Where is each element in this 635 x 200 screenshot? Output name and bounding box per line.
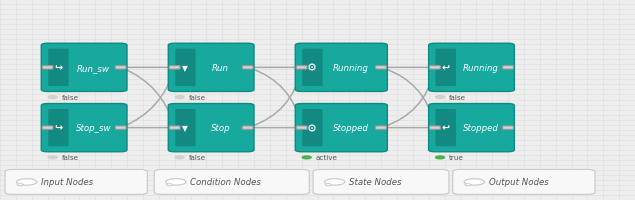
FancyBboxPatch shape (41, 104, 127, 152)
Text: Run_sw: Run_sw (77, 64, 110, 72)
Circle shape (175, 96, 184, 99)
FancyBboxPatch shape (168, 44, 254, 92)
Text: ↪: ↪ (55, 123, 62, 133)
FancyBboxPatch shape (453, 170, 595, 194)
FancyBboxPatch shape (436, 109, 456, 147)
FancyBboxPatch shape (295, 104, 387, 152)
Text: active: active (316, 155, 338, 161)
Text: false: false (62, 95, 79, 101)
FancyBboxPatch shape (42, 126, 53, 130)
Text: Run: Run (212, 64, 229, 72)
FancyBboxPatch shape (116, 66, 126, 70)
Circle shape (436, 156, 444, 159)
Text: ▼: ▼ (182, 64, 189, 72)
Text: false: false (62, 155, 79, 161)
Circle shape (436, 96, 444, 99)
Circle shape (166, 184, 173, 186)
Circle shape (324, 179, 345, 185)
FancyBboxPatch shape (429, 44, 514, 92)
FancyBboxPatch shape (116, 126, 126, 130)
Text: false: false (449, 95, 466, 101)
FancyBboxPatch shape (302, 49, 323, 87)
Circle shape (464, 179, 485, 185)
Text: ↪: ↪ (55, 63, 62, 73)
Circle shape (465, 184, 471, 186)
Text: ↩: ↩ (442, 123, 450, 133)
FancyBboxPatch shape (296, 66, 307, 70)
FancyBboxPatch shape (436, 49, 456, 87)
FancyBboxPatch shape (48, 109, 69, 147)
Text: Condition Nodes: Condition Nodes (190, 178, 262, 186)
Text: Stopped: Stopped (333, 124, 369, 132)
Circle shape (17, 184, 23, 186)
Text: State Nodes: State Nodes (349, 178, 402, 186)
Circle shape (48, 96, 57, 99)
FancyBboxPatch shape (503, 66, 513, 70)
Text: ⚙: ⚙ (307, 63, 318, 73)
Circle shape (166, 179, 186, 185)
FancyBboxPatch shape (503, 126, 513, 130)
FancyBboxPatch shape (154, 170, 309, 194)
Text: ▼: ▼ (182, 124, 189, 132)
Text: Stopped: Stopped (463, 124, 499, 132)
Text: true: true (449, 155, 464, 161)
FancyBboxPatch shape (430, 66, 441, 70)
Text: Stop_sw: Stop_sw (76, 124, 111, 132)
Circle shape (325, 184, 331, 186)
FancyBboxPatch shape (430, 126, 441, 130)
FancyBboxPatch shape (376, 66, 386, 70)
FancyBboxPatch shape (169, 126, 180, 130)
FancyBboxPatch shape (243, 126, 253, 130)
Text: Running: Running (463, 64, 499, 72)
FancyBboxPatch shape (48, 49, 69, 87)
Text: Running: Running (333, 64, 369, 72)
FancyBboxPatch shape (42, 66, 53, 70)
Text: Input Nodes: Input Nodes (41, 178, 93, 186)
FancyBboxPatch shape (175, 109, 196, 147)
Text: false: false (189, 155, 206, 161)
FancyBboxPatch shape (169, 66, 180, 70)
FancyBboxPatch shape (5, 170, 147, 194)
Text: false: false (189, 95, 206, 101)
Text: ⚙: ⚙ (307, 123, 318, 133)
FancyBboxPatch shape (376, 126, 386, 130)
Circle shape (175, 156, 184, 159)
FancyBboxPatch shape (243, 66, 253, 70)
FancyBboxPatch shape (41, 44, 127, 92)
FancyBboxPatch shape (296, 126, 307, 130)
FancyBboxPatch shape (175, 49, 196, 87)
Text: ↩: ↩ (442, 63, 450, 73)
FancyBboxPatch shape (302, 109, 323, 147)
Circle shape (48, 156, 57, 159)
FancyBboxPatch shape (168, 104, 254, 152)
Circle shape (302, 156, 311, 159)
Circle shape (17, 179, 37, 185)
Text: Output Nodes: Output Nodes (489, 178, 549, 186)
FancyBboxPatch shape (313, 170, 449, 194)
FancyBboxPatch shape (295, 44, 387, 92)
FancyBboxPatch shape (429, 104, 514, 152)
Text: Stop: Stop (211, 124, 231, 132)
